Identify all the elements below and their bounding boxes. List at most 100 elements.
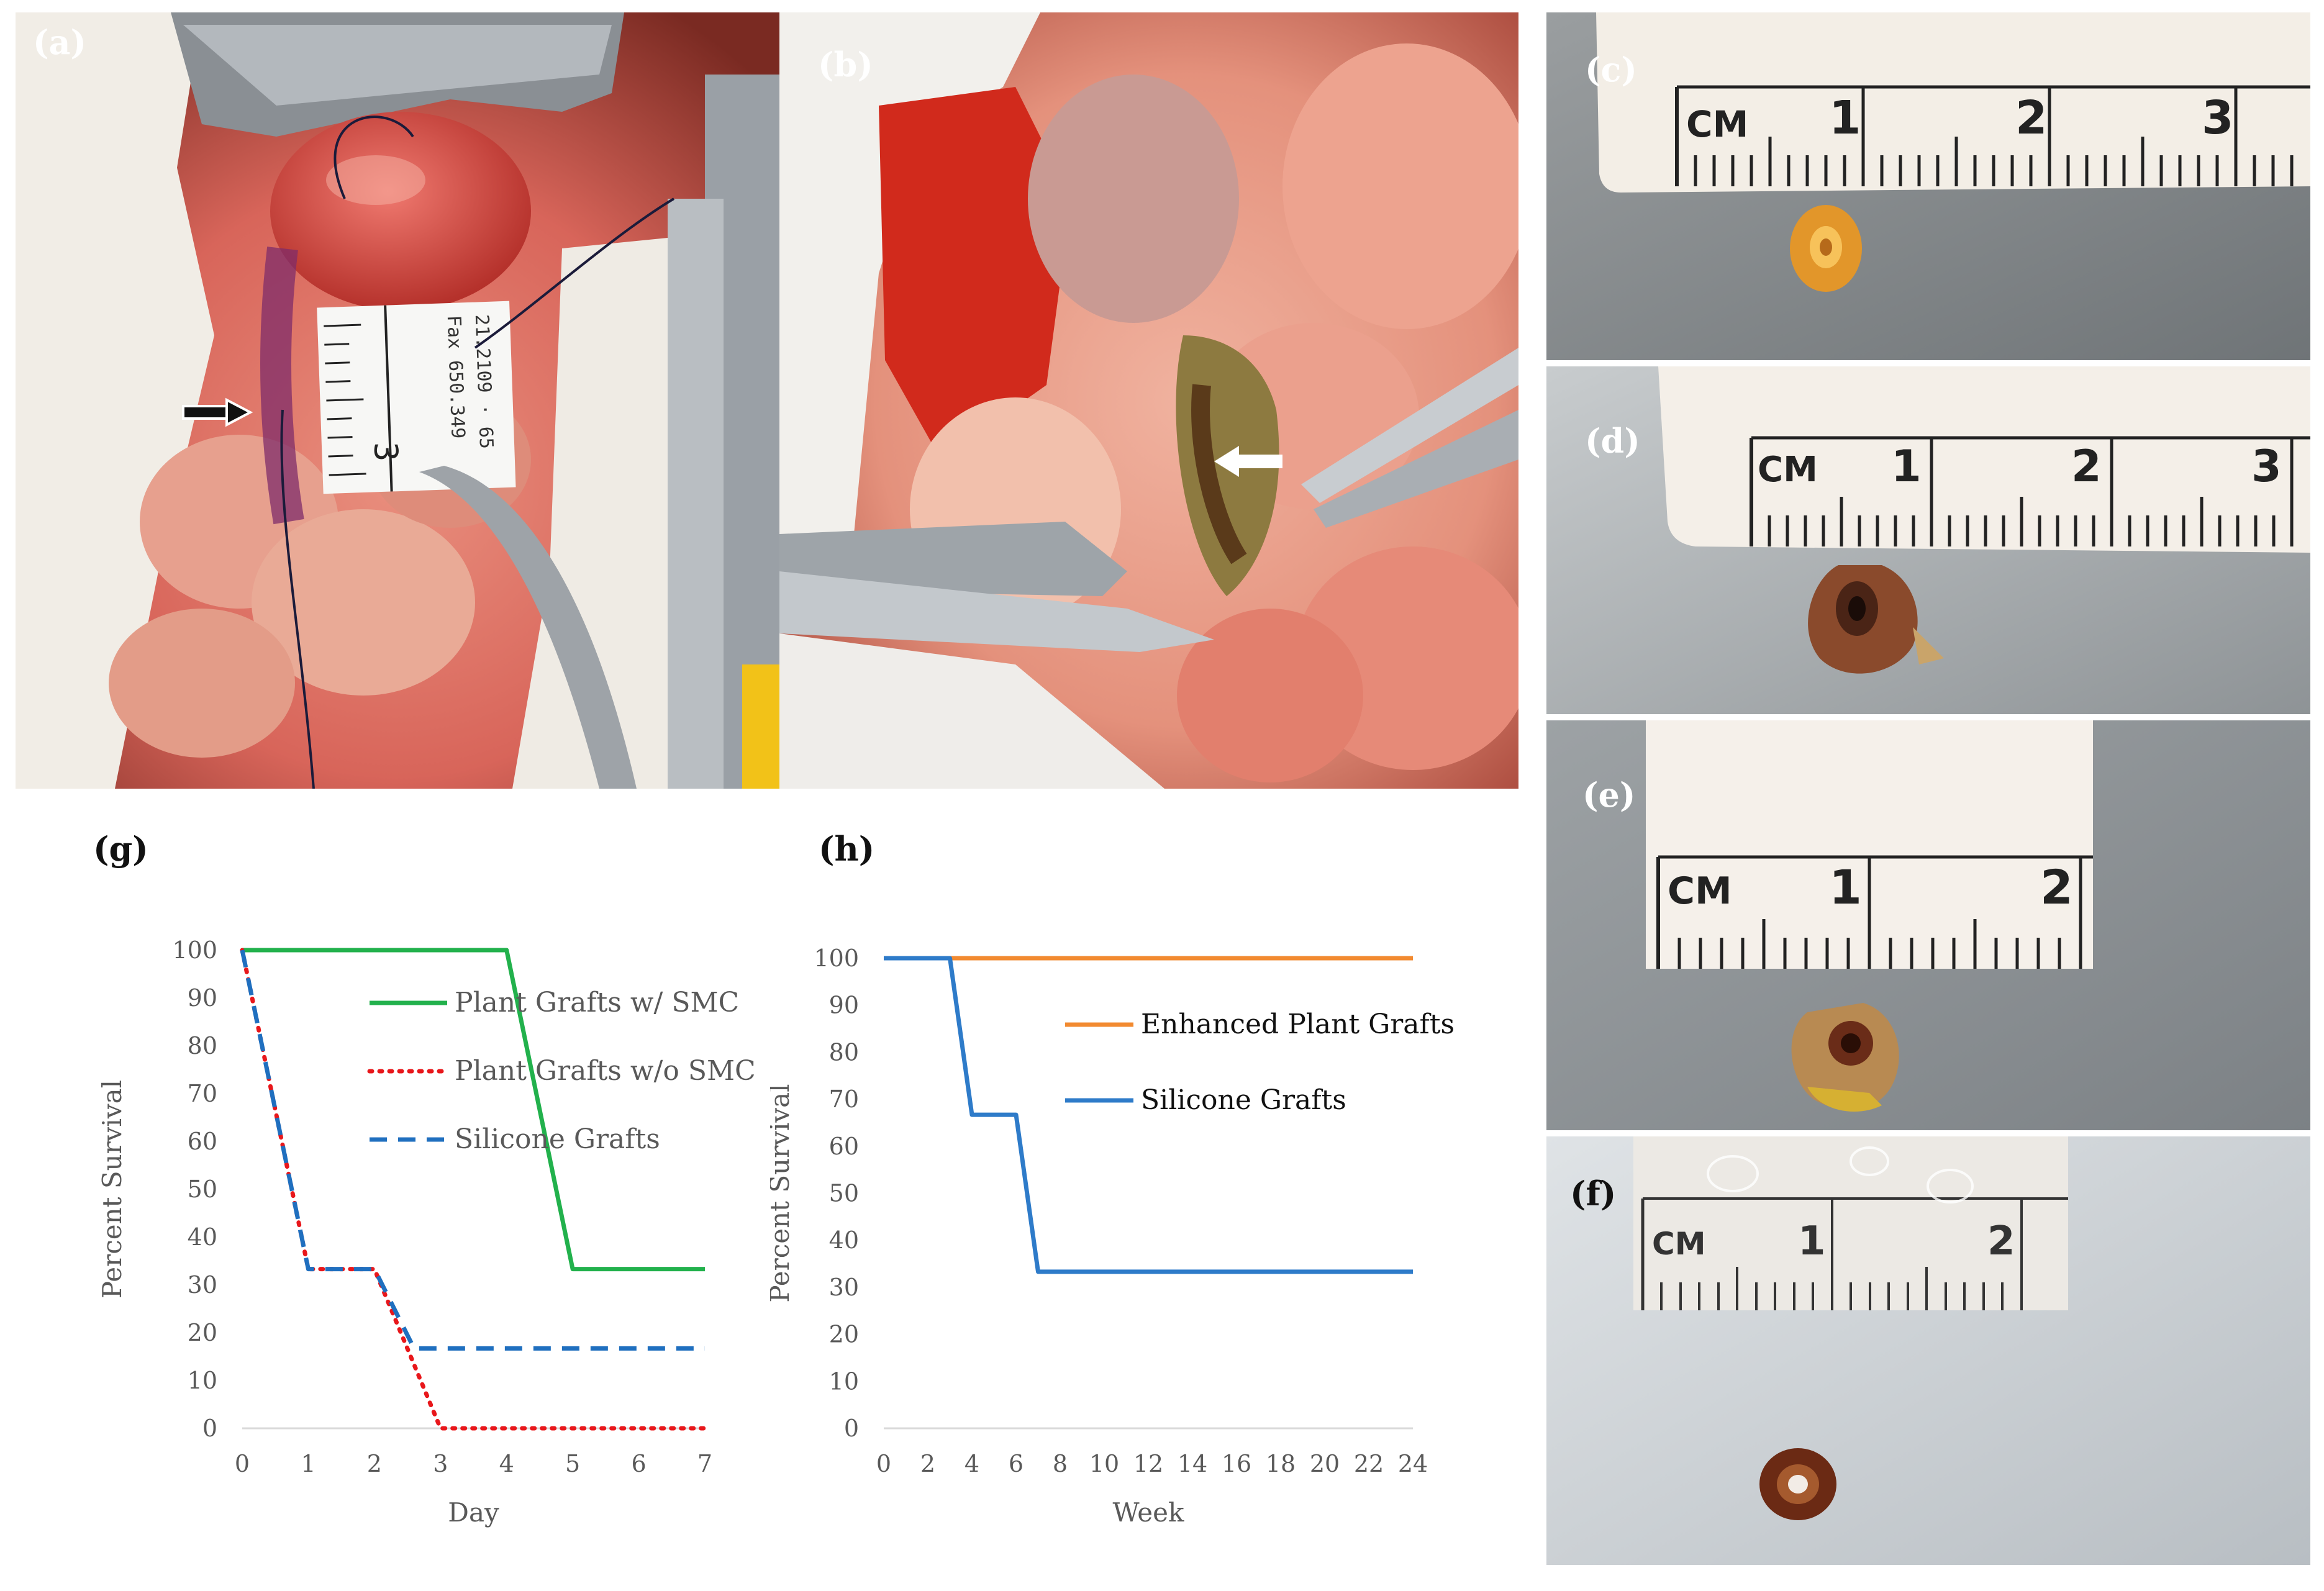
survival-chart-day: 0 10 20 30 40 50 60 70 80 90 100 0 1 2 3 4 5 6 7 Day Percent… (97, 936, 756, 1528)
series-line-0 (242, 948, 705, 1272)
x-tick-label: 12 (1133, 1450, 1163, 1477)
x-tick-label: 1 (301, 1450, 315, 1477)
x-axis-title: Week (1113, 1497, 1184, 1528)
legend-label: Enhanced Plant Grafts (1141, 1009, 1455, 1040)
panel-label-b: (b) (818, 45, 873, 84)
y-tick-label: 20 (829, 1321, 859, 1348)
white-arrow-icon (1214, 446, 1282, 477)
ruler-f-1: 1 (1798, 1218, 1826, 1264)
y-tick-label: 40 (188, 1223, 217, 1251)
ruler-a-digit: 3 (366, 442, 404, 462)
y-tick-label: 30 (829, 1274, 859, 1301)
y-tick-label: 80 (188, 1032, 217, 1059)
series-line-1 (240, 948, 707, 1431)
graft-d (1808, 565, 1944, 674)
legend-label: Plant Grafts w/ SMC (455, 987, 739, 1018)
x-tick-label: 10 (1089, 1450, 1119, 1477)
surgical-photo-b (779, 12, 1518, 789)
x-tick-label: 2 (367, 1450, 382, 1477)
series-line-2 (240, 950, 705, 1351)
y-tick-label: 30 (188, 1271, 217, 1299)
photo-panel-c: CM 1 2 3 (c) (1546, 12, 2310, 360)
photo-panel-d: CM 1 2 3 (d) (1546, 366, 2310, 714)
x-tick-label: 22 (1354, 1450, 1384, 1477)
x-tick-label: 18 (1266, 1450, 1296, 1477)
photo-panel-b: (b) (779, 12, 1518, 789)
x-tick-label: 0 (235, 1450, 250, 1477)
x-tick-label: 4 (965, 1450, 979, 1477)
legend-label: Silicone Grafts (455, 1123, 660, 1155)
y-tick-label: 10 (829, 1367, 859, 1395)
black-arrow-icon (182, 397, 253, 427)
ruler-e-2: 2 (2040, 859, 2073, 915)
x-tick-label: 14 (1178, 1450, 1207, 1477)
x-tick-label: 16 (1222, 1450, 1251, 1477)
x-tick-label: 6 (1009, 1450, 1024, 1477)
panel-label-c: (c) (1585, 50, 1637, 89)
ruler-d-3: 3 (2251, 441, 2282, 492)
ruler-c-unit: CM (1686, 103, 1748, 145)
panel-label-f: (f) (1570, 1174, 1617, 1213)
ruler-c-1: 1 (1829, 91, 1861, 145)
ruler-e-1: 1 (1829, 859, 1862, 915)
y-tick-label: 40 (829, 1226, 859, 1254)
y-tick-label: 20 (188, 1319, 217, 1346)
y-tick-label: 60 (188, 1128, 217, 1155)
panel-label-d: (d) (1585, 421, 1640, 461)
graft-photo-d: CM 1 2 3 (1546, 366, 2310, 714)
y-tick-label: 90 (188, 984, 217, 1012)
ruler-d-2: 2 (2071, 441, 2102, 492)
x-tick-label: 7 (697, 1450, 712, 1477)
legend-label: Silicone Grafts (1141, 1084, 1346, 1116)
y-tick-label: 100 (172, 936, 217, 964)
y-axis-title: Percent Survival (97, 1080, 127, 1299)
x-tick-label: 20 (1310, 1450, 1340, 1477)
x-tick-label: 3 (433, 1450, 448, 1477)
photo-panel-f: CM 1 2 (f) (1546, 1136, 2310, 1565)
surgical-photo-a: 3 21.2109 · 65 Fax 650.349 (16, 12, 779, 789)
ruler-a-text-2: Fax 650.349 (443, 315, 469, 439)
panel-label-e: (e) (1582, 775, 1636, 815)
x-tick-label: 2 (920, 1450, 935, 1477)
y-tick-label: 70 (188, 1080, 217, 1107)
graft-photo-f: CM 1 2 (1546, 1136, 2310, 1565)
ruler-f-unit: CM (1652, 1226, 1705, 1262)
y-tick-label: 70 (829, 1086, 859, 1113)
x-tick-label: 8 (1053, 1450, 1068, 1477)
panel-label-a: (a) (33, 22, 87, 62)
y-tick-label: 0 (844, 1415, 859, 1442)
photo-panel-a: 3 21.2109 · 65 Fax 650.349 (a) (16, 12, 779, 789)
y-tick-label: 80 (829, 1038, 859, 1066)
panel-label-g: (g) (93, 829, 148, 869)
graft-photo-c: CM 1 2 3 (1546, 12, 2310, 360)
y-axis-title: Percent Survival (770, 1084, 795, 1302)
ruler-f-2: 2 (1987, 1218, 2015, 1264)
ruler-c-2: 2 (2015, 91, 2048, 145)
y-tick-label: 90 (829, 992, 859, 1019)
photo-panel-e: CM 1 2 (e) (1546, 720, 2310, 1130)
x-tick-label: 4 (499, 1450, 514, 1477)
y-tick-label: 0 (202, 1415, 217, 1442)
y-tick-label: 50 (188, 1176, 217, 1203)
panel-label-h: (h) (819, 829, 875, 869)
x-tick-label: 24 (1398, 1450, 1428, 1477)
y-tick-label: 50 (829, 1180, 859, 1207)
x-tick-label: 5 (565, 1450, 580, 1477)
graft-photo-e: CM 1 2 (1546, 720, 2310, 1130)
ruler-e-unit: CM (1668, 869, 1732, 913)
legend-label: Plant Grafts w/o SMC (455, 1055, 756, 1087)
ruler-d-1: 1 (1891, 441, 1922, 492)
y-tick-label: 60 (829, 1133, 859, 1160)
graft-e (1791, 1003, 1899, 1112)
ruler-d-unit: CM (1758, 450, 1818, 490)
y-tick-label: 10 (188, 1367, 217, 1394)
x-axis-title: Day (448, 1497, 499, 1528)
ruler-c-3: 3 (2202, 91, 2234, 145)
y-tick-label: 100 (814, 945, 859, 972)
x-tick-label: 6 (631, 1450, 646, 1477)
graft-f (1759, 1448, 1836, 1520)
x-tick-label: 0 (876, 1450, 891, 1477)
graft-c (1790, 205, 1862, 292)
series-line-1 (884, 956, 1413, 1274)
